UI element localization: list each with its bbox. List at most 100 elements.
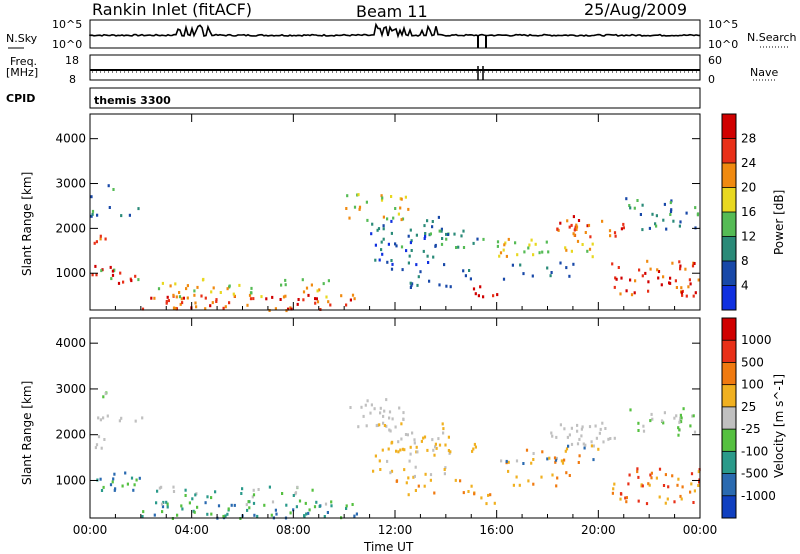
power-cell xyxy=(431,225,434,229)
power-cell xyxy=(445,237,448,241)
power-cell xyxy=(376,228,379,232)
velocity-cell xyxy=(378,423,381,427)
power-cell xyxy=(169,284,172,288)
velocity-cell xyxy=(120,416,123,420)
power-cell xyxy=(226,287,229,291)
power-cell xyxy=(409,228,412,232)
power-cell xyxy=(614,234,617,238)
power-cell xyxy=(380,194,383,198)
power-cell xyxy=(685,211,688,215)
velocity-cell xyxy=(97,416,100,420)
power-cell xyxy=(573,228,576,232)
power-cell xyxy=(415,263,418,267)
power-cell xyxy=(107,184,110,188)
power-cell xyxy=(678,224,681,228)
power-cell xyxy=(559,221,562,225)
power-cell xyxy=(641,274,644,278)
velocity-cell xyxy=(679,416,682,420)
power-cell xyxy=(386,260,389,264)
velocity-cell xyxy=(397,440,400,444)
velocity-cell xyxy=(550,431,553,435)
power-cell xyxy=(410,249,413,252)
power-cell xyxy=(186,284,189,288)
power-cell xyxy=(646,259,649,263)
power-cell xyxy=(479,285,482,289)
velocity-cell xyxy=(693,430,697,434)
power-cell xyxy=(601,219,604,223)
velocity-cell xyxy=(678,428,681,432)
velocity-cell xyxy=(99,477,102,481)
power-colorbar-tick-label: 12 xyxy=(741,230,756,244)
power-cell xyxy=(530,238,533,242)
nsky-label: N.Sky xyxy=(6,32,38,45)
velocity-cell xyxy=(345,504,348,508)
velocity-cell xyxy=(434,445,437,449)
velocity-cell xyxy=(515,459,519,463)
velocity-cell xyxy=(505,459,508,463)
power-cell xyxy=(250,286,253,290)
power-cell xyxy=(219,291,222,294)
velocity-cell xyxy=(580,434,583,438)
velocity-cell xyxy=(592,444,595,448)
power-panel-frame xyxy=(89,113,701,311)
velocity-cell xyxy=(576,442,580,446)
velocity-cell xyxy=(423,484,426,488)
velocity-cell xyxy=(415,445,418,449)
velocity-cell xyxy=(444,466,447,470)
velocity-cell xyxy=(588,425,592,429)
velocity-cell xyxy=(583,446,586,450)
velocity-colorbar-segment xyxy=(722,406,736,430)
velocity-cell xyxy=(473,492,476,496)
power-cell xyxy=(122,280,125,284)
velocity-cell xyxy=(407,493,410,497)
power-cell xyxy=(437,215,440,219)
velocity-cell xyxy=(556,476,559,480)
velocity-cell xyxy=(161,510,164,514)
power-cell xyxy=(679,267,682,271)
power-cell xyxy=(516,253,519,257)
velocity-cell xyxy=(551,473,554,477)
velocity-cell xyxy=(561,461,565,465)
velocity-cell xyxy=(636,467,639,471)
velocity-cell xyxy=(104,392,107,396)
power-cell xyxy=(538,251,541,255)
velocity-colorbar-tick-label: 25 xyxy=(741,400,756,414)
velocity-cell xyxy=(102,485,105,489)
power-cell xyxy=(345,207,348,210)
power-cell xyxy=(586,249,589,253)
velocity-cell xyxy=(100,446,103,450)
freq-tick-right-top: 60 xyxy=(708,54,722,67)
power-cell xyxy=(314,301,317,305)
velocity-cell xyxy=(647,482,650,486)
velocity-cell xyxy=(597,447,600,451)
power-cell xyxy=(358,207,361,211)
power-cell xyxy=(316,289,319,293)
power-cell xyxy=(410,239,413,243)
power-cell xyxy=(462,269,465,273)
power-cell xyxy=(556,227,559,231)
velocity-cell xyxy=(398,406,401,410)
velocity-colorbar-tick-label: 1000 xyxy=(741,333,772,347)
power-cell xyxy=(238,283,241,287)
velocity-cell xyxy=(113,472,116,476)
power-cell xyxy=(284,294,287,298)
velocity-cell xyxy=(599,427,602,431)
power-cell xyxy=(573,233,576,237)
power-cell xyxy=(665,227,668,231)
velocity-cell xyxy=(459,479,462,483)
power-cell xyxy=(572,262,575,266)
power-cell xyxy=(417,275,420,279)
freq-tick-left-bottom: 8 xyxy=(69,73,76,86)
velocity-cell xyxy=(382,421,385,425)
power-cell xyxy=(224,305,227,309)
velocity-cell xyxy=(323,515,326,518)
velocity-cell xyxy=(304,501,307,505)
power-cell xyxy=(327,279,330,283)
power-cell xyxy=(167,299,170,303)
power-cell xyxy=(91,209,95,213)
velocity-colorbar-frame xyxy=(721,317,737,519)
power-cell xyxy=(211,301,214,305)
x-tick-label: 08:00 xyxy=(276,523,311,537)
velocity-cell xyxy=(102,395,105,399)
power-cell xyxy=(586,224,589,228)
